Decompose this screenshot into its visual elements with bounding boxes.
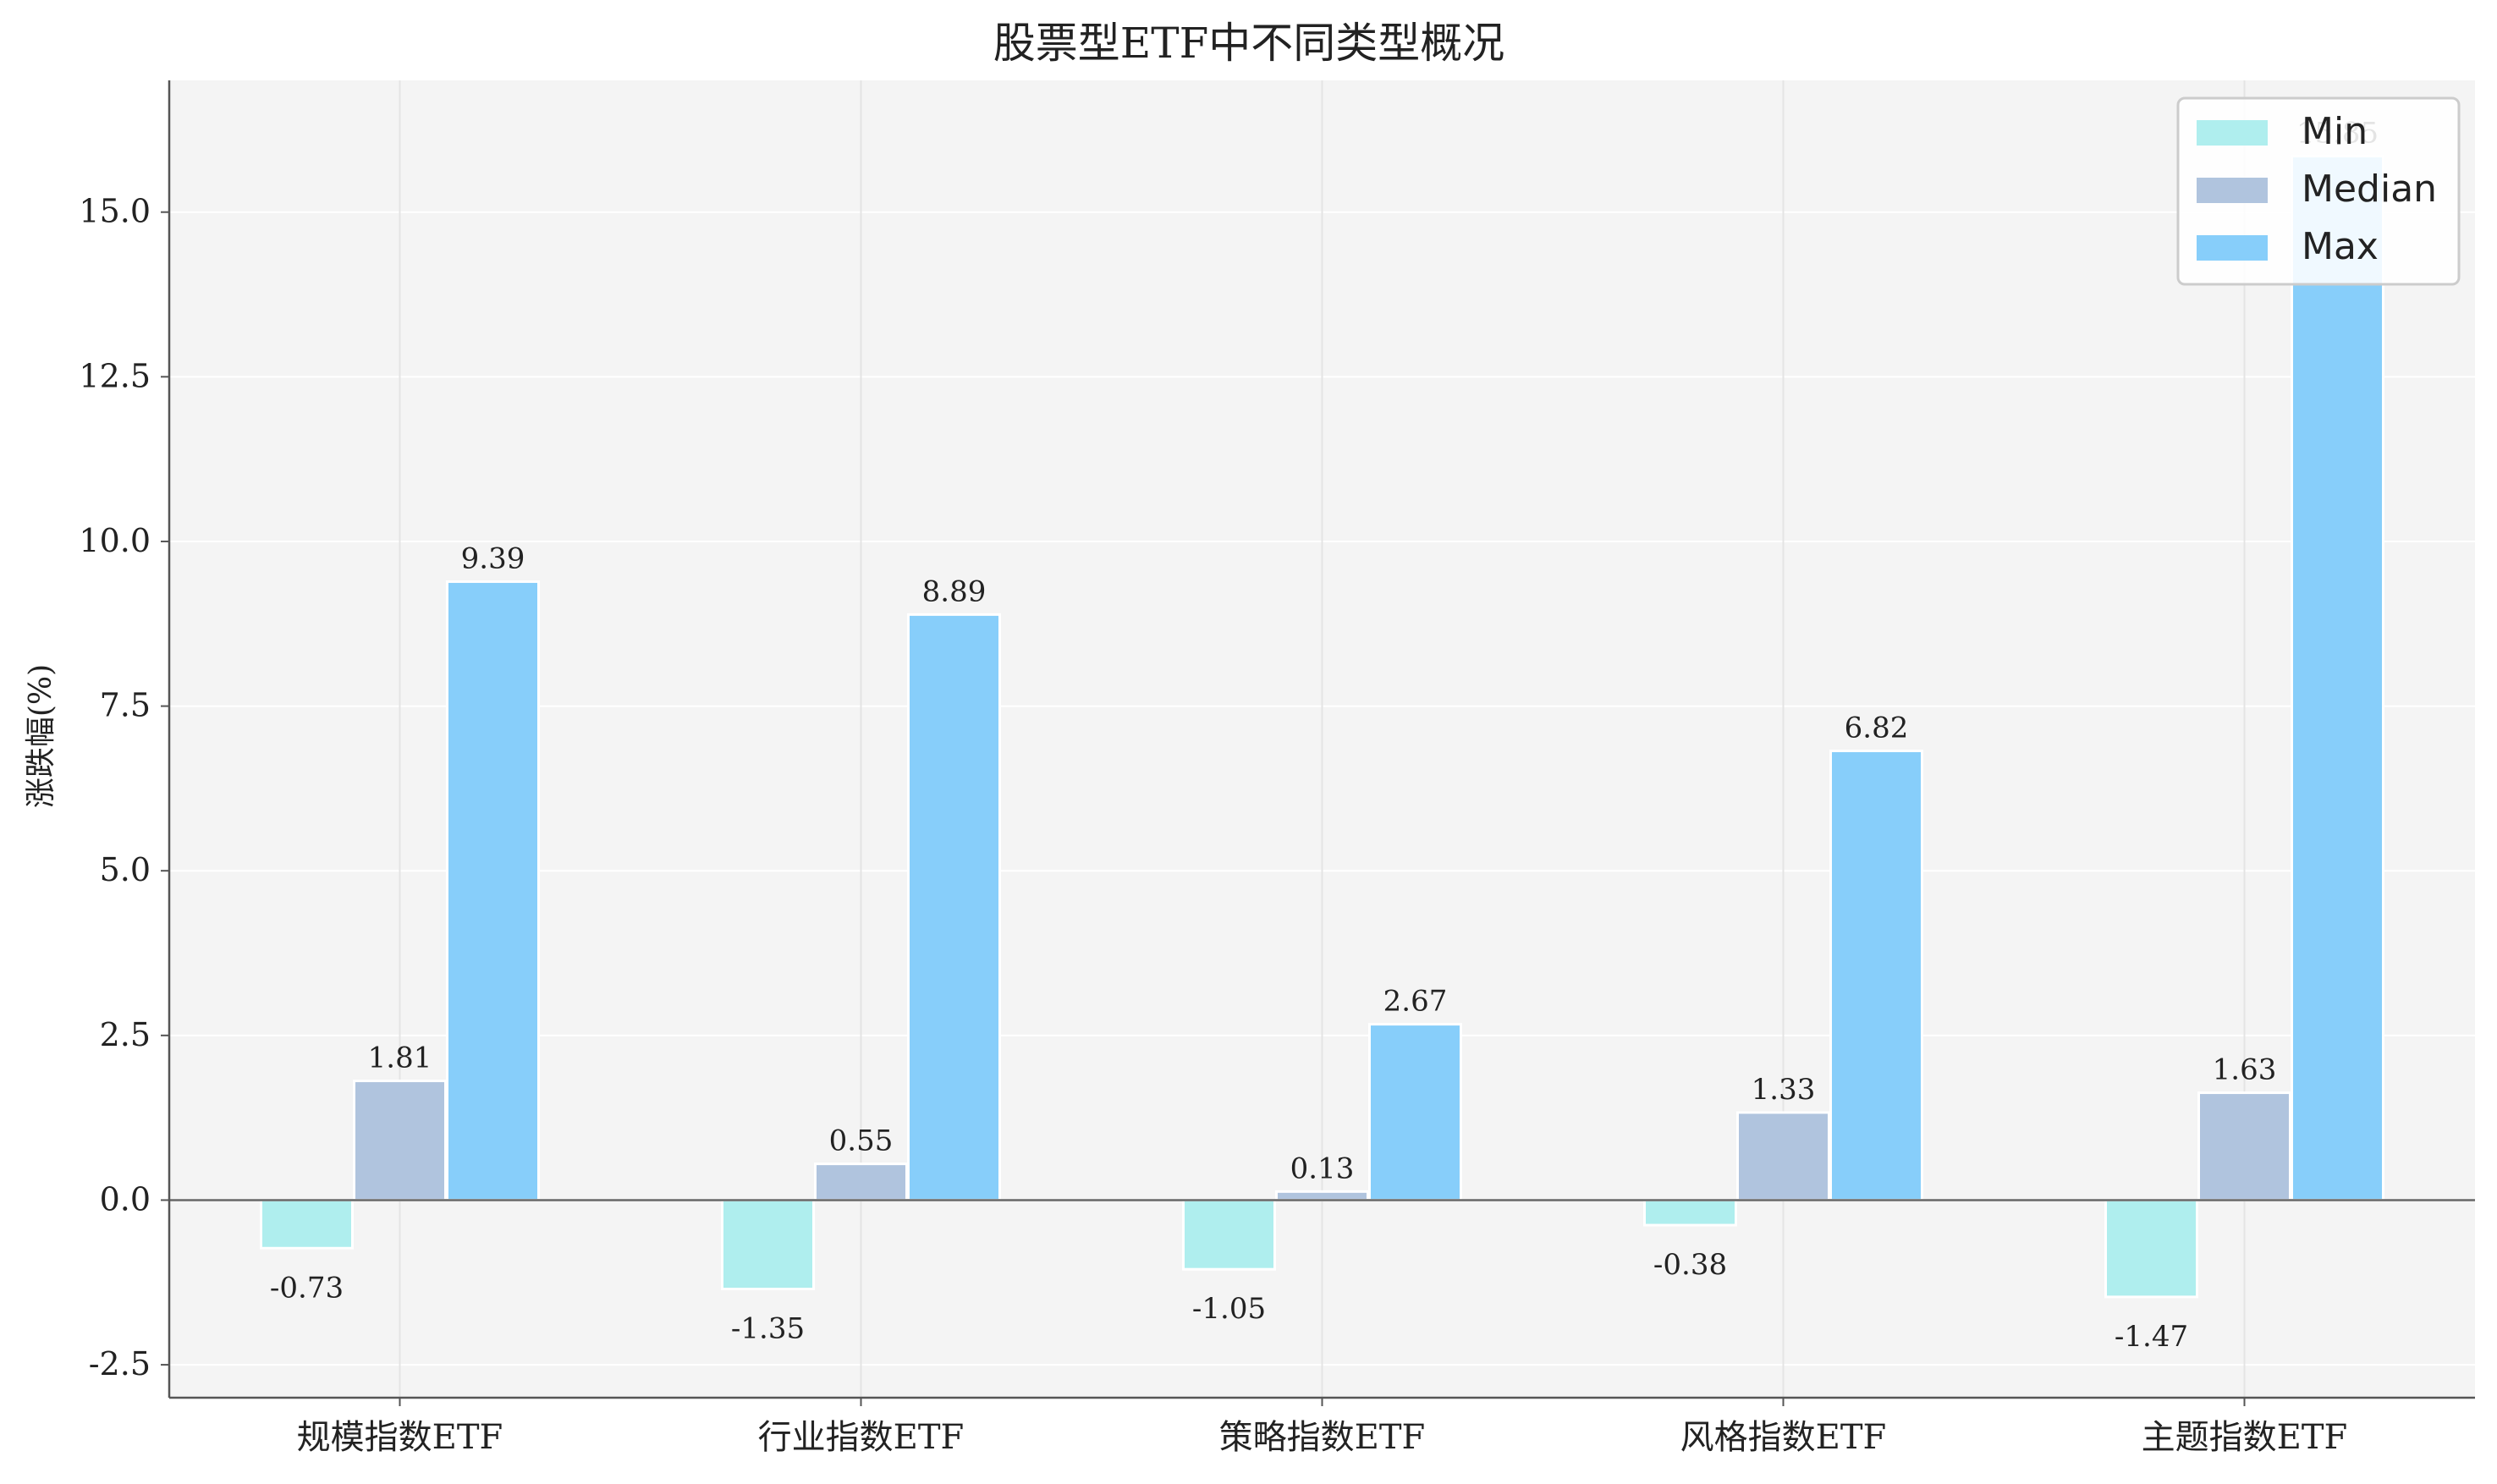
- bar-median: [1275, 1190, 1369, 1201]
- bar-min: [1643, 1198, 1737, 1227]
- data-label: 9.39: [461, 541, 525, 575]
- legend-swatch-median: [2197, 178, 2268, 203]
- bar-median: [1736, 1111, 1830, 1201]
- data-label: -1.05: [1192, 1292, 1266, 1326]
- bar-max: [907, 613, 1001, 1201]
- data-label: -0.38: [1653, 1248, 1727, 1282]
- bar-min: [1182, 1198, 1276, 1271]
- bar-median: [2197, 1091, 2291, 1201]
- bar-min: [260, 1198, 354, 1250]
- y-axis-label: 涨跌幅(%): [24, 664, 58, 808]
- bar-max: [1829, 750, 1923, 1201]
- bar-median: [353, 1080, 447, 1201]
- data-label: -1.47: [2115, 1320, 2188, 1354]
- y-tick-label: 2.5: [100, 1016, 151, 1053]
- y-tick-label: 0.0: [100, 1180, 151, 1217]
- bar-min: [2104, 1198, 2198, 1299]
- data-label: 1.33: [1752, 1073, 1816, 1107]
- x-tick-label: 主题指数ETF: [2142, 1418, 2348, 1457]
- plot-area: -0.73 1.81 9.39 -1.35 0.55 8.89 -1.05 0.13 2.67 -…: [79, 80, 2475, 1457]
- legend-swatch-min: [2197, 120, 2268, 146]
- bar-max: [2291, 155, 2384, 1201]
- y-tick-label: 7.5: [100, 687, 151, 724]
- data-label: 1.63: [2213, 1053, 2277, 1087]
- chart-title: 股票型ETF中不同类型概况: [993, 19, 1505, 68]
- data-label: -0.73: [270, 1271, 344, 1305]
- legend: Min Median Max: [2176, 96, 2461, 286]
- legend-swatch-max: [2197, 235, 2268, 261]
- bar-max: [446, 580, 540, 1201]
- data-label: 0.55: [829, 1124, 894, 1158]
- legend-label-min: Min: [2302, 110, 2368, 153]
- y-tick-label: 12.5: [79, 357, 151, 394]
- y-tick-label: 10.0: [79, 522, 151, 559]
- bar-median: [814, 1162, 908, 1201]
- data-label: 2.67: [1383, 985, 1448, 1019]
- bar-min: [721, 1198, 815, 1291]
- x-tick-label: 策略指数ETF: [1219, 1418, 1426, 1457]
- data-label: 8.89: [922, 574, 987, 608]
- y-tick-label: -2.5: [89, 1345, 151, 1382]
- bar-max: [1368, 1023, 1462, 1201]
- data-label: 0.13: [1290, 1151, 1355, 1185]
- legend-label-max: Max: [2302, 225, 2379, 268]
- y-tick-label: 5.0: [100, 851, 151, 888]
- x-tick-label: 规模指数ETF: [297, 1418, 503, 1457]
- data-label: -1.35: [731, 1312, 805, 1346]
- data-label: 1.81: [368, 1042, 432, 1075]
- x-tick-label: 行业指数ETF: [758, 1418, 965, 1457]
- data-label: 6.82: [1845, 712, 1909, 745]
- legend-label-median: Median: [2302, 168, 2437, 211]
- y-tick-label: 15.0: [79, 193, 151, 230]
- x-tick-label: 风格指数ETF: [1680, 1418, 1887, 1457]
